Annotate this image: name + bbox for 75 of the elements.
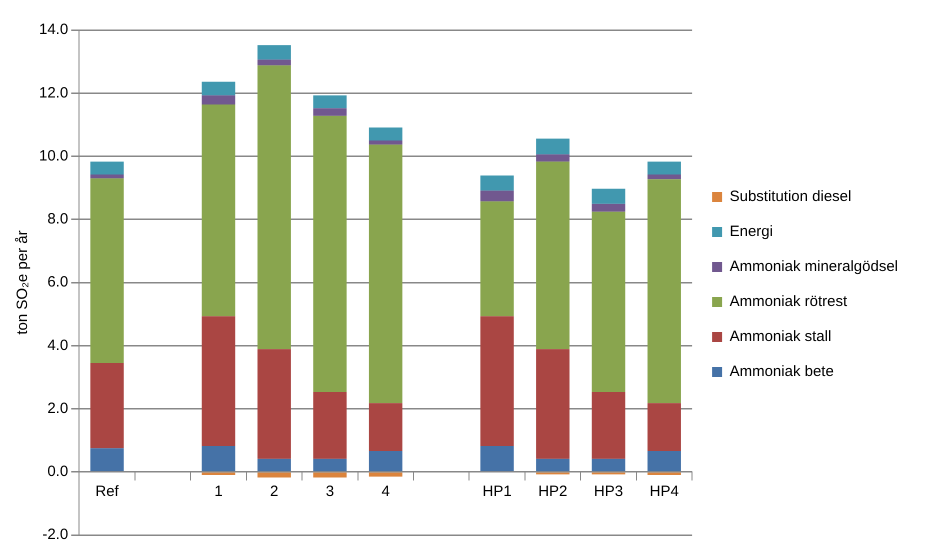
x-tick-label: 2 bbox=[270, 483, 278, 500]
legend-label: Energi bbox=[730, 223, 773, 240]
x-tick-label: 3 bbox=[326, 483, 334, 500]
y-tick-label: -2.0 bbox=[42, 526, 68, 544]
y-tick-label: 2.0 bbox=[47, 400, 68, 417]
bar bbox=[368, 128, 402, 140]
y-tick-label: 0.0 bbox=[47, 463, 68, 480]
bar bbox=[592, 392, 626, 459]
bar bbox=[648, 162, 681, 175]
bar bbox=[536, 154, 570, 162]
legend-label: Ammoniak bete bbox=[730, 363, 834, 380]
bar bbox=[313, 108, 347, 116]
bar bbox=[202, 104, 236, 316]
bar bbox=[480, 316, 514, 446]
y-tick-label: 6.0 bbox=[47, 274, 68, 291]
x-tick-label: HP2 bbox=[538, 483, 568, 500]
bar bbox=[90, 162, 124, 175]
bar bbox=[90, 178, 124, 363]
y-tick-label: 8.0 bbox=[47, 210, 68, 228]
bar bbox=[480, 190, 514, 202]
bar bbox=[648, 472, 681, 476]
y-tick-label: 14.0 bbox=[38, 21, 68, 38]
bar bbox=[648, 174, 681, 180]
bar bbox=[257, 65, 291, 350]
bar bbox=[592, 204, 626, 212]
bar bbox=[368, 472, 402, 477]
bar bbox=[90, 448, 124, 472]
bar bbox=[536, 349, 570, 459]
bar bbox=[257, 349, 291, 459]
x-tick-label: 4 bbox=[381, 483, 390, 500]
x-tick-label: HP1 bbox=[482, 483, 512, 500]
legend-label: Ammoniak rötrest bbox=[730, 293, 848, 310]
bar bbox=[592, 212, 626, 392]
bar bbox=[536, 458, 570, 472]
bar bbox=[202, 316, 236, 446]
bar bbox=[368, 140, 402, 145]
bar bbox=[257, 458, 291, 472]
y-tick-label: 10.0 bbox=[38, 147, 68, 164]
bar bbox=[313, 472, 347, 478]
x-tick-label: Ref bbox=[95, 483, 120, 500]
bar bbox=[480, 446, 514, 472]
y-tick-label: 12.0 bbox=[38, 84, 68, 102]
legend-label: Ammoniak mineralgödsel bbox=[730, 258, 898, 276]
bar bbox=[368, 144, 402, 404]
bar bbox=[257, 472, 291, 478]
bar bbox=[648, 451, 681, 472]
bar bbox=[648, 403, 681, 452]
bar bbox=[202, 446, 236, 472]
bar bbox=[368, 451, 402, 472]
x-tick-label: HP3 bbox=[594, 483, 624, 500]
bar bbox=[480, 176, 514, 191]
bar bbox=[368, 403, 402, 452]
bar bbox=[480, 201, 514, 316]
y-tick-label: 4.0 bbox=[47, 336, 68, 354]
bar bbox=[313, 458, 347, 472]
bar bbox=[313, 95, 347, 108]
bar bbox=[536, 162, 570, 350]
x-tick-label: HP4 bbox=[650, 483, 679, 500]
bar bbox=[257, 60, 291, 66]
bar bbox=[202, 95, 236, 104]
legend-label: Ammoniak stall bbox=[730, 328, 832, 346]
bar bbox=[648, 179, 681, 404]
x-tick-label: 1 bbox=[214, 483, 223, 500]
bar bbox=[257, 45, 291, 60]
bar bbox=[313, 116, 347, 392]
bar bbox=[592, 458, 626, 472]
bar bbox=[202, 82, 236, 96]
y-axis-title: ton SO₂e per år bbox=[14, 230, 32, 335]
legend-label: Substitution diesel bbox=[730, 188, 852, 206]
bar bbox=[202, 472, 236, 476]
bar bbox=[592, 188, 626, 204]
bar bbox=[536, 138, 570, 154]
bar bbox=[90, 362, 124, 448]
bar bbox=[313, 392, 347, 459]
bar bbox=[90, 174, 124, 178]
